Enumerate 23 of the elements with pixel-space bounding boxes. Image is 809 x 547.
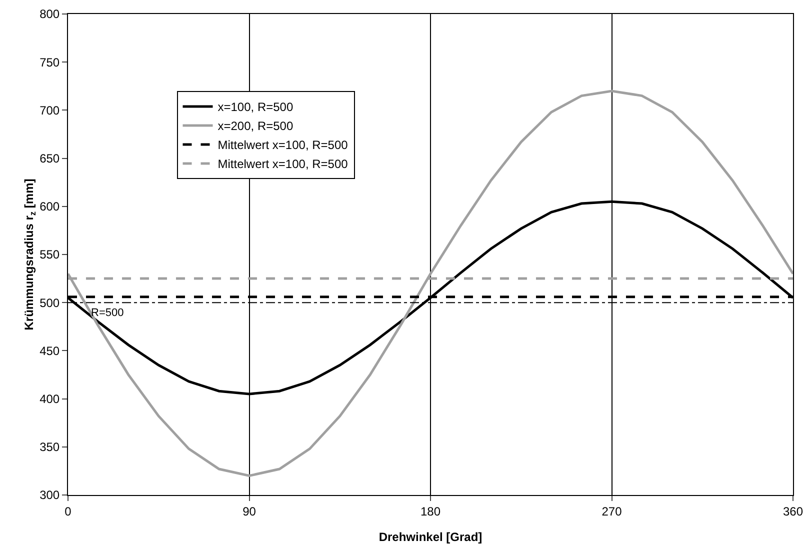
x-tick-label: 270 [602, 504, 622, 518]
y-tick-label: 450 [40, 344, 60, 358]
y-tick-label: 800 [40, 7, 60, 22]
legend-label: x=200, R=500 [218, 119, 294, 134]
x-tick-label: 360 [782, 504, 804, 518]
y-tick-label: 500 [40, 296, 60, 310]
y-tick-label: 750 [40, 55, 60, 70]
y-tick-label: 700 [40, 103, 60, 118]
x-axis-title: Drehwinkel [Grad] [378, 530, 482, 544]
legend-label: Mittelwert x=100, R=500 [218, 157, 348, 172]
x-tick-label: 0 [64, 504, 72, 518]
x-tick-label: 180 [420, 504, 441, 518]
legend-label: x=100, R=500 [218, 100, 294, 114]
x-tick-label: 90 [242, 504, 256, 518]
y-tick-label: 350 [40, 440, 60, 454]
y-tick-label: 300 [40, 488, 60, 502]
line-series [68, 90, 793, 478]
ref-line-label: R=500 [91, 307, 124, 319]
legend-label: Mittelwert x=100, R=500 [218, 138, 348, 152]
y-tick-label: 550 [40, 248, 60, 262]
y-tick-label: 650 [40, 152, 60, 166]
y-tick-label: 400 [40, 392, 60, 406]
y-tick-label: 600 [40, 200, 60, 214]
